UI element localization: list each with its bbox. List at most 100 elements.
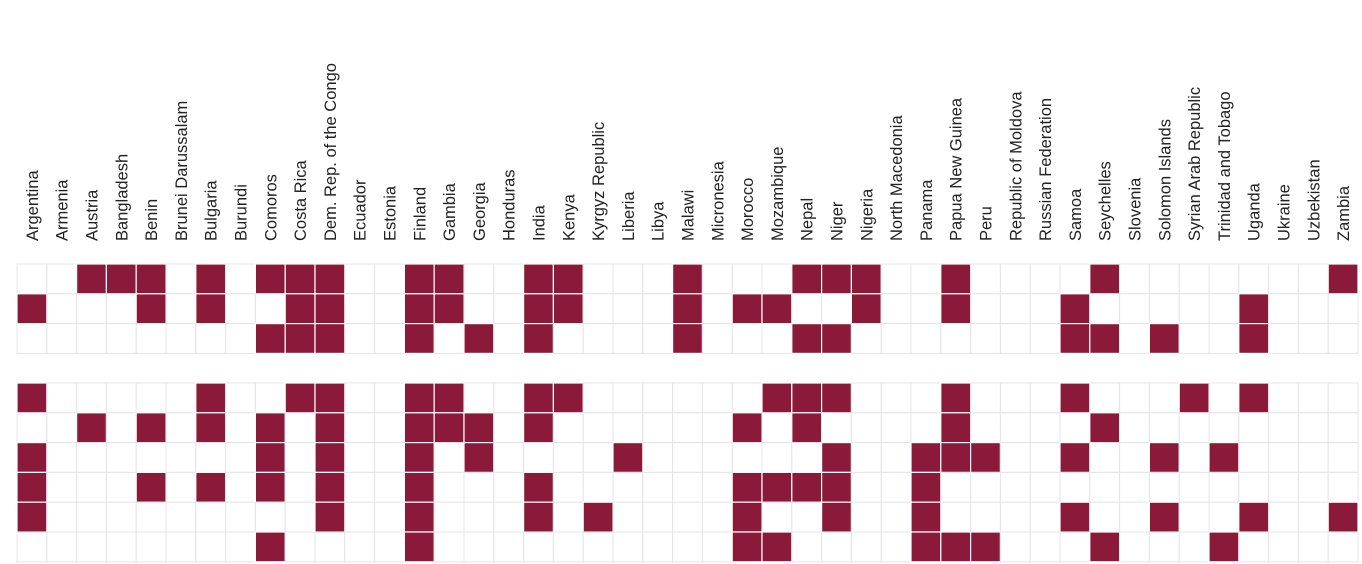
heatmap-cell-empty bbox=[284, 501, 316, 533]
heatmap-cell-empty bbox=[493, 382, 525, 414]
heatmap-cell-empty bbox=[105, 501, 137, 533]
heatmap-cell-empty bbox=[1297, 531, 1329, 563]
heatmap-cell-empty bbox=[433, 531, 465, 563]
heatmap-cell-empty bbox=[493, 323, 525, 354]
heatmap-cell-empty bbox=[761, 412, 793, 444]
heatmap-cell-empty bbox=[1327, 412, 1359, 444]
heatmap-cell-empty bbox=[850, 442, 882, 473]
heatmap-cell-filled bbox=[433, 412, 465, 444]
heatmap-cell-empty bbox=[254, 293, 286, 325]
heatmap-cell-filled bbox=[1059, 501, 1091, 533]
heatmap-cell-empty bbox=[463, 501, 495, 533]
heatmap-cell-empty bbox=[344, 263, 376, 295]
column-label: Dem. Rep. of the Congo bbox=[322, 63, 340, 241]
column-label: Kyrgyz Republic bbox=[590, 122, 608, 241]
heatmap-cell-empty bbox=[612, 323, 644, 354]
heatmap-cell-empty bbox=[1119, 531, 1150, 563]
heatmap-cell-empty bbox=[1178, 471, 1210, 503]
heatmap-cell-empty bbox=[552, 442, 584, 473]
column-label: Bangladesh bbox=[113, 154, 131, 241]
heatmap-cell-empty bbox=[672, 412, 703, 444]
column-label: Georgia bbox=[471, 181, 489, 241]
heatmap-cell-filled bbox=[522, 382, 554, 414]
heatmap-cell-empty bbox=[463, 293, 495, 325]
column-label: Kenya bbox=[560, 193, 578, 241]
heatmap-cell-empty bbox=[642, 293, 674, 325]
heatmap-cell-filled bbox=[522, 501, 554, 533]
heatmap-cell-empty bbox=[493, 471, 525, 503]
heatmap-cell-filled bbox=[910, 501, 942, 533]
heatmap-cell-empty bbox=[1297, 263, 1329, 295]
column-label: Finland bbox=[411, 187, 429, 241]
heatmap-cell-empty bbox=[880, 263, 912, 295]
heatmap-cell-empty bbox=[612, 382, 644, 414]
heatmap-cell-filled bbox=[522, 323, 554, 355]
heatmap-cell-empty bbox=[1119, 263, 1150, 295]
heatmap-cell-empty bbox=[374, 442, 405, 473]
heatmap-cell-empty bbox=[880, 323, 912, 354]
heatmap-cell-empty bbox=[1119, 442, 1150, 473]
heatmap-cell-empty bbox=[970, 293, 1001, 325]
heatmap-cell-filled bbox=[820, 442, 852, 474]
heatmap-cell-empty bbox=[165, 471, 197, 503]
heatmap-cell-empty bbox=[701, 293, 733, 325]
heatmap-cell-empty bbox=[46, 382, 78, 414]
heatmap-cell-filled bbox=[254, 531, 286, 563]
heatmap-cell-empty bbox=[374, 501, 405, 533]
column-label: Austria bbox=[84, 189, 102, 241]
heatmap-cell-empty bbox=[105, 293, 137, 325]
heatmap-cell-empty bbox=[1238, 442, 1270, 473]
column-label: Zambia bbox=[1335, 185, 1353, 241]
heatmap-cell-filled bbox=[16, 471, 48, 503]
heatmap-cell-filled bbox=[314, 442, 346, 474]
heatmap-cell-empty bbox=[970, 382, 1001, 414]
heatmap-cell-empty bbox=[105, 382, 137, 414]
heatmap-cell-empty bbox=[1268, 501, 1299, 533]
heatmap-cell-filled bbox=[254, 442, 286, 474]
heatmap-cell-empty bbox=[761, 501, 793, 533]
column-label: Brunei Darussalam bbox=[173, 101, 191, 241]
heatmap-cell-filled bbox=[522, 412, 554, 444]
column-labels: Argentina Armenia Austria Bangladesh Benin Br… bbox=[24, 63, 1353, 241]
heatmap-cell-filled bbox=[1148, 323, 1180, 355]
heatmap-cell-empty bbox=[1327, 323, 1359, 354]
heatmap-cell-filled bbox=[1089, 323, 1121, 355]
heatmap-cell-empty bbox=[374, 382, 405, 414]
heatmap-cell-filled bbox=[1059, 442, 1091, 474]
heatmap-cell-filled bbox=[135, 293, 167, 325]
heatmap-cell-empty bbox=[642, 323, 674, 354]
column-label: Uganda bbox=[1246, 182, 1264, 241]
column-label: Samoa bbox=[1067, 188, 1085, 241]
heatmap-cell-filled bbox=[254, 471, 286, 503]
heatmap-cell-filled bbox=[463, 323, 495, 355]
heatmap-cell-empty bbox=[1119, 412, 1150, 444]
heatmap-cell-empty bbox=[1148, 263, 1180, 295]
heatmap-cell-filled bbox=[105, 263, 137, 295]
heatmap-cell-filled bbox=[254, 323, 286, 355]
column-label: Panama bbox=[918, 179, 936, 241]
heatmap-cell-empty bbox=[1327, 471, 1359, 503]
heatmap-cell-empty bbox=[1148, 382, 1180, 414]
heatmap-cell-filled bbox=[940, 263, 972, 295]
heatmap-cell-empty bbox=[344, 323, 376, 354]
heatmap-cell-filled bbox=[522, 263, 554, 295]
heatmap-cell-filled bbox=[552, 263, 584, 295]
heatmap-cell-empty bbox=[165, 501, 197, 533]
heatmap-cell-filled bbox=[314, 263, 346, 295]
heatmap-cell-filled bbox=[16, 501, 48, 533]
heatmap-cell-empty bbox=[284, 412, 316, 444]
heatmap-cell-empty bbox=[165, 442, 197, 473]
heatmap-cell-empty bbox=[999, 323, 1031, 354]
heatmap-cell-filled bbox=[284, 293, 316, 325]
heatmap-cell-empty bbox=[612, 293, 644, 325]
heatmap-cell-filled bbox=[433, 382, 465, 414]
heatmap-cell-filled bbox=[75, 412, 107, 444]
heatmap-cell-empty bbox=[612, 501, 644, 533]
heatmap-cell-empty bbox=[225, 412, 256, 444]
heatmap-cell-empty bbox=[165, 263, 197, 295]
heatmap-cell-empty bbox=[1297, 471, 1329, 503]
heatmap-cell-filled bbox=[671, 263, 703, 295]
heatmap-cell-filled bbox=[1059, 293, 1091, 325]
heatmap-cell-empty bbox=[761, 323, 793, 354]
